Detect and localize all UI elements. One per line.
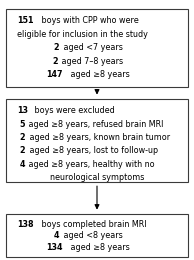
Text: 138: 138	[17, 220, 34, 229]
Text: 5: 5	[19, 120, 25, 129]
Text: aged ≥8 years: aged ≥8 years	[68, 243, 130, 252]
Text: 134: 134	[47, 243, 63, 252]
Bar	[6, 214, 188, 257]
Text: aged ≥8 years, lost to follow-up: aged ≥8 years, lost to follow-up	[27, 146, 158, 155]
Text: aged ≥8 years, refused brain MRI: aged ≥8 years, refused brain MRI	[27, 120, 164, 129]
Text: 2: 2	[19, 146, 25, 155]
Text: 4: 4	[54, 231, 59, 240]
Text: aged ≥8 years, known brain tumor: aged ≥8 years, known brain tumor	[27, 133, 170, 142]
Text: aged <7 years: aged <7 years	[61, 43, 123, 53]
Text: 2: 2	[52, 57, 58, 66]
Text: boys completed brain MRI: boys completed brain MRI	[39, 220, 146, 229]
Text: 147: 147	[47, 70, 63, 79]
Text: 2: 2	[19, 133, 25, 142]
Text: neurological symptoms: neurological symptoms	[50, 173, 144, 182]
Bar	[6, 99, 188, 182]
Text: boys with CPP who were: boys with CPP who were	[39, 16, 139, 25]
Text: boys were excluded: boys were excluded	[32, 106, 114, 115]
Text: aged 7–8 years: aged 7–8 years	[59, 57, 123, 66]
Bar	[6, 9, 188, 87]
Text: 4: 4	[19, 160, 25, 169]
Text: aged ≥8 years, healthy with no: aged ≥8 years, healthy with no	[27, 160, 155, 169]
Text: aged ≥8 years: aged ≥8 years	[68, 70, 130, 79]
Text: 13: 13	[17, 106, 29, 115]
Text: eligible for inclusion in the study: eligible for inclusion in the study	[17, 30, 148, 39]
Text: aged <8 years: aged <8 years	[61, 231, 122, 240]
Text: 151: 151	[17, 16, 34, 25]
Text: 2: 2	[54, 43, 59, 53]
